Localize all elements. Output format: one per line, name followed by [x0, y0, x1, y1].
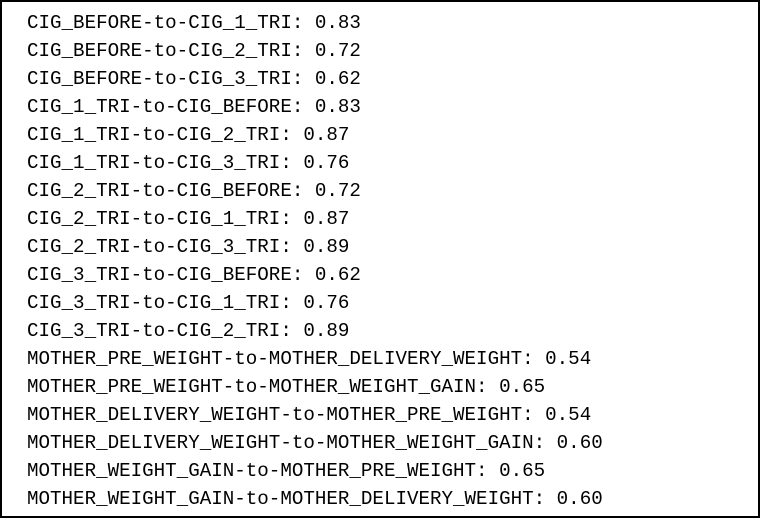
output-line: CIG_3_TRI-to-CIG_2_TRI: 0.89: [27, 320, 350, 342]
output-line: MOTHER_PRE_WEIGHT-to-MOTHER_WEIGHT_GAIN:…: [27, 376, 546, 398]
output-line: CIG_1_TRI-to-CIG_BEFORE: 0.83: [27, 96, 361, 118]
output-line: CIG_BEFORE-to-CIG_1_TRI: 0.83: [27, 12, 361, 34]
output-line: CIG_2_TRI-to-CIG_BEFORE: 0.72: [27, 180, 361, 202]
output-line: CIG_2_TRI-to-CIG_1_TRI: 0.87: [27, 208, 350, 230]
output-line: MOTHER_DELIVERY_WEIGHT-to-MOTHER_PRE_WEI…: [27, 404, 592, 426]
output-line: CIG_1_TRI-to-CIG_3_TRI: 0.76: [27, 152, 350, 174]
output-line: MOTHER_DELIVERY_WEIGHT-to-MOTHER_WEIGHT_…: [27, 432, 603, 454]
output-line: MOTHER_PRE_WEIGHT-to-MOTHER_DELIVERY_WEI…: [27, 348, 592, 370]
output-line: CIG_3_TRI-to-CIG_1_TRI: 0.76: [27, 292, 350, 314]
output-line: CIG_1_TRI-to-CIG_2_TRI: 0.87: [27, 124, 350, 146]
output-line: MOTHER_WEIGHT_GAIN-to-MOTHER_DELIVERY_WE…: [27, 488, 603, 510]
output-line: MOTHER_WEIGHT_GAIN-to-MOTHER_PRE_WEIGHT:…: [27, 460, 546, 482]
output-line: CIG_BEFORE-to-CIG_2_TRI: 0.72: [27, 40, 361, 62]
output-line: CIG_3_TRI-to-CIG_BEFORE: 0.62: [27, 264, 361, 286]
output-line: CIG_2_TRI-to-CIG_3_TRI: 0.89: [27, 236, 350, 258]
correlation-list: CIG_BEFORE-to-CIG_1_TRI: 0.83 CIG_BEFORE…: [27, 9, 603, 513]
output-line: CIG_BEFORE-to-CIG_3_TRI: 0.62: [27, 68, 361, 90]
